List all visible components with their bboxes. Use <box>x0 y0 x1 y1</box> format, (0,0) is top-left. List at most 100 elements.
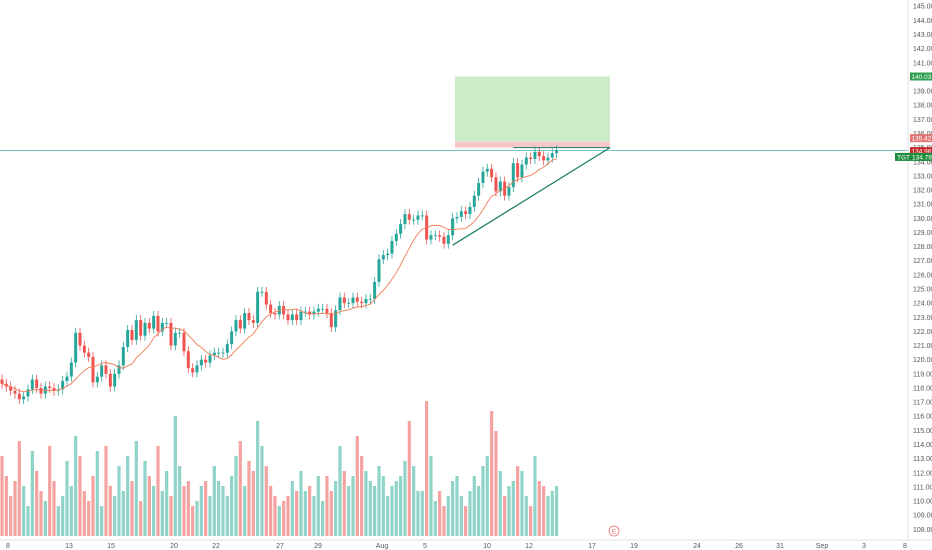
candle <box>368 293 372 304</box>
moving-average-line <box>1 158 557 393</box>
candle-body <box>290 314 294 321</box>
volume-bar <box>65 461 69 536</box>
volume-bar <box>412 466 416 536</box>
candle <box>303 306 307 317</box>
volume-bar <box>186 481 190 536</box>
candle <box>468 202 472 220</box>
candle-body <box>126 330 130 347</box>
volume-bar <box>442 506 446 536</box>
candle <box>477 178 481 201</box>
volume-bar <box>394 481 398 536</box>
candle <box>230 326 234 350</box>
price-tick-label: 120.00 <box>913 357 932 364</box>
volume-bar <box>56 506 60 536</box>
candle <box>529 152 533 164</box>
volume-bar <box>243 486 247 536</box>
candle <box>204 354 208 368</box>
candle <box>113 368 117 392</box>
candle-body <box>169 322 173 346</box>
volume-bar <box>139 501 143 536</box>
volume-bar <box>4 476 8 536</box>
candle <box>264 286 268 310</box>
earnings-marker: E <box>612 528 617 535</box>
volume-bar <box>524 496 528 536</box>
time-tick-label: 24 <box>693 543 701 550</box>
candle-body <box>329 313 333 328</box>
candle <box>91 351 95 388</box>
candle-body <box>52 387 56 391</box>
candle <box>464 206 468 220</box>
candle-body <box>368 298 372 300</box>
candle <box>520 159 524 183</box>
candle <box>494 172 498 197</box>
volume-bar <box>100 506 104 536</box>
candle-body <box>225 344 229 353</box>
volume-bar <box>321 501 325 536</box>
volume-bar <box>212 466 216 536</box>
candle-body <box>386 253 390 256</box>
volume-bar <box>26 506 30 536</box>
volume-bar <box>134 441 138 536</box>
price-tick-label: 113.00 <box>913 456 932 463</box>
volume-bar <box>520 471 524 536</box>
candle-body <box>485 168 489 172</box>
volume-bar <box>230 476 234 536</box>
candle <box>22 391 26 405</box>
candle <box>459 206 463 222</box>
candle <box>256 286 260 328</box>
volume-bar <box>295 491 299 536</box>
ticker-last-price: 134.79 <box>912 154 932 161</box>
candle-body <box>26 389 30 397</box>
candle-body <box>143 322 147 336</box>
volume-bar <box>550 491 554 536</box>
time-tick-label: 3 <box>862 543 866 550</box>
candle <box>342 292 346 309</box>
candle <box>217 347 221 358</box>
candle-body <box>234 320 238 332</box>
volume-bar <box>91 476 95 536</box>
volume-bar <box>234 456 238 536</box>
candle-body <box>91 356 95 383</box>
volume-bar <box>147 476 151 536</box>
candle <box>329 308 333 333</box>
candle-body <box>39 387 43 394</box>
candle-body <box>13 390 17 394</box>
volume-bar <box>256 421 260 536</box>
volume-bar <box>481 466 485 536</box>
candle <box>143 317 147 341</box>
candle <box>334 305 338 333</box>
candle-body <box>355 297 359 302</box>
candle-body <box>113 373 117 387</box>
candle-body <box>121 346 125 366</box>
volume-bar <box>178 466 182 536</box>
volume-bar <box>399 476 403 536</box>
candle <box>407 209 411 225</box>
entry-price-flag-bg <box>910 147 932 156</box>
candle <box>490 163 494 183</box>
volume-bar <box>260 446 264 536</box>
candle <box>394 228 398 246</box>
candle-body <box>100 365 104 377</box>
candle-body <box>61 380 65 390</box>
entry-price-flag: 134.96 <box>910 147 932 156</box>
candle-body <box>429 235 433 240</box>
candle <box>104 360 108 379</box>
candle <box>61 375 65 395</box>
candle <box>433 230 437 241</box>
price-tick-label: 114.00 <box>913 442 932 449</box>
volume-bar <box>217 481 221 536</box>
candle-body <box>403 214 407 224</box>
volume-bar <box>9 496 13 536</box>
volume-bar <box>451 481 455 536</box>
candle <box>165 317 169 328</box>
candle <box>377 254 381 287</box>
volume-bar <box>13 481 17 536</box>
candle-body <box>511 163 515 188</box>
volume-bar <box>433 501 437 536</box>
volume-bar <box>69 486 73 536</box>
candle-body <box>529 157 533 159</box>
volume-bar <box>113 496 117 536</box>
volume-bar <box>459 496 463 536</box>
volume-bar <box>472 476 476 536</box>
